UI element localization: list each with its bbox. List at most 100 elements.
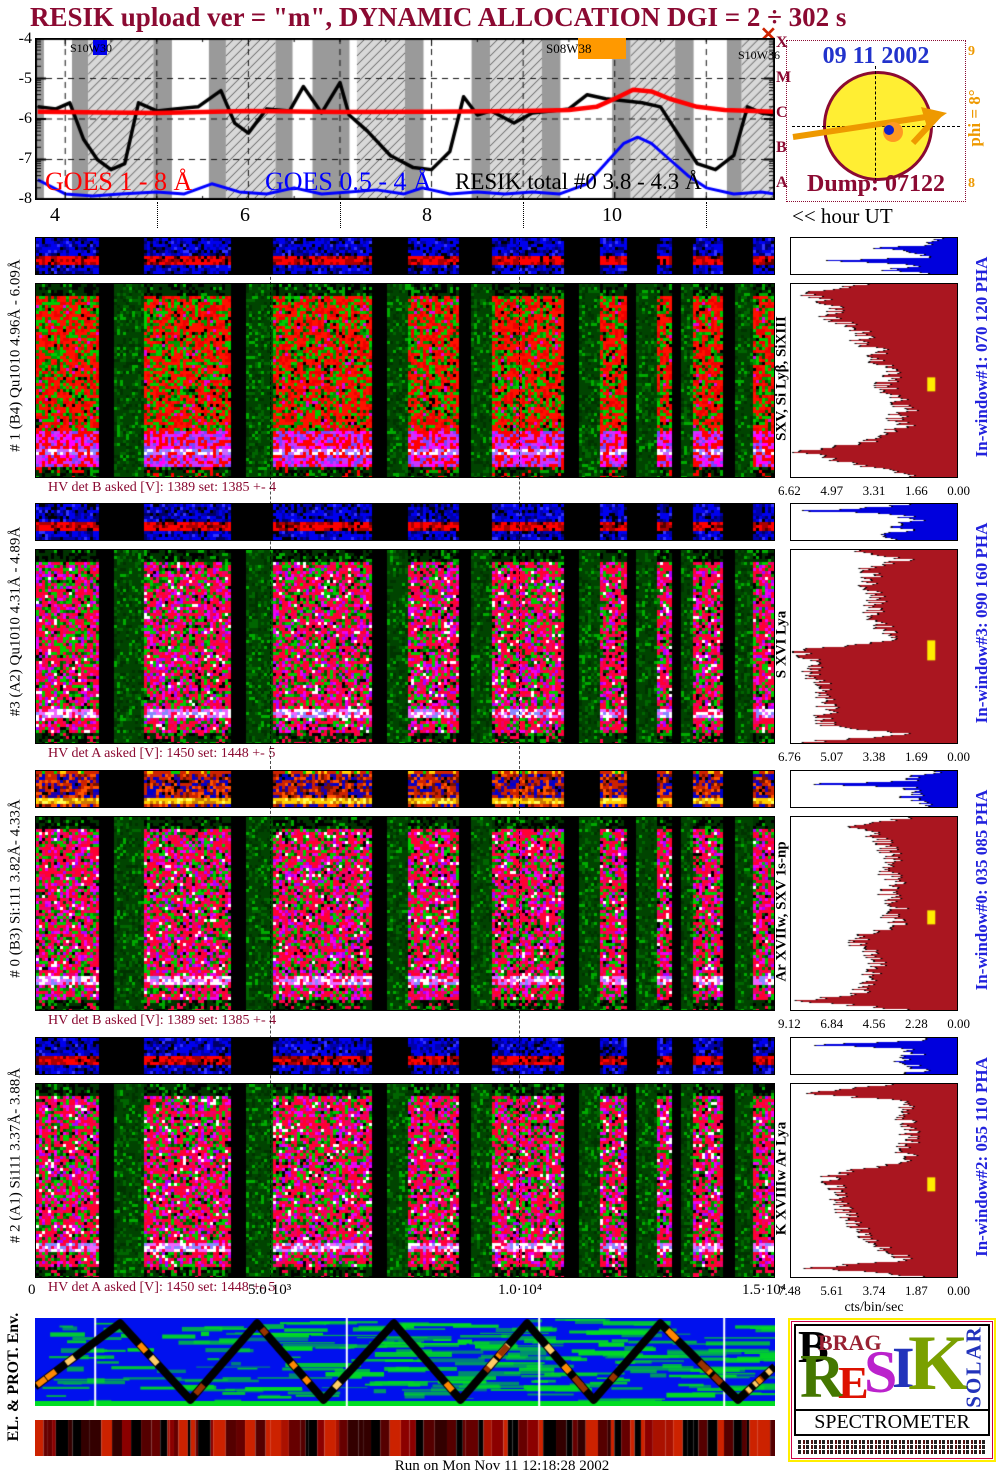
goes-class-m: M [776, 69, 792, 86]
cts-units-label: cts/bin/sec [844, 1300, 904, 1315]
flare-label-s10w30: S10W30 [70, 41, 112, 55]
bin-tick-15e4: 1.5·10⁴ [742, 1282, 786, 1298]
bin-tick-5e3: 5.0·10³ [248, 1282, 292, 1298]
panel4-hist-axis: 7.48 5.61 3.74 1.87 0.00 [778, 1283, 970, 1299]
panel4-pha-histogram [790, 1083, 958, 1278]
goes-class-x: X [776, 34, 788, 51]
environment-zigzag-plot [35, 1318, 775, 1406]
panel4-mini-histogram [790, 1037, 958, 1075]
panel2-left-label: #3 (A2) Qu1010 4.31Å - 4.89Å [7, 526, 24, 717]
panel2-pha-histogram [790, 549, 958, 744]
legend-resik-total: RESIK total #0 3.8 - 4.3 Å [455, 169, 702, 194]
date-label: 09 11 2002 [822, 43, 930, 69]
panel4-hv-label: HV det A asked [V]: 1450 set: 1448 +- 5 [48, 1280, 276, 1295]
flare-marker-blue [93, 40, 107, 55]
panel1-mini-histogram [790, 237, 958, 275]
page-title: RESIK upload ver = "m", DYNAMIC ALLOCATI… [30, 2, 847, 32]
logo-brag-text: BRAG [818, 1330, 882, 1355]
panel1-pha-histogram [790, 283, 958, 478]
hist-tick-label: 7.48 [778, 1283, 801, 1298]
hist-tick-label: 3.38 [862, 749, 886, 764]
hist-tick-label: 1.69 [904, 749, 928, 764]
hist-tick-label: 9.12 [778, 1016, 801, 1031]
panel4-main-spectrogram [35, 1083, 775, 1278]
sun-arrow-icon [792, 107, 947, 146]
panel3-line-label: Ar XVIIw, SXV 1s-np [773, 841, 790, 982]
panel2-strip-spectrogram [35, 503, 775, 541]
panel1-left-label: # 1 (B4) Qu1010 4.96Å - 6.09Å [7, 259, 24, 452]
resik-logo: B BRAG R E S I K SOLAR SPECTROMETER [788, 1318, 996, 1462]
y-tick-label: -4 [18, 30, 32, 47]
run-timestamp: Run on Mon Nov 11 12:18:28 2002 [394, 1458, 610, 1474]
legend-goes-05-4: GOES 0.5 - 4 Å [265, 167, 432, 196]
phi-bottom-tick: 8 [968, 176, 975, 191]
goes-class-c: C [776, 104, 788, 121]
logo-resik-r: R [800, 1343, 845, 1411]
logo-spectrometer-text: SPECTROMETER [796, 1409, 988, 1434]
panel3-hist-axis: 9.12 6.84 4.56 2.28 0.00 [778, 1016, 970, 1032]
logo-fine-print [794, 1439, 990, 1456]
panel2-mini-histogram [790, 503, 958, 541]
y-tick-label: -5 [18, 70, 32, 87]
hist-tick-label: 1.66 [904, 483, 928, 498]
panel4-strip-spectrogram [35, 1037, 775, 1075]
flare-label-s10w36: S10W36 [738, 48, 780, 62]
hist-tick-label: 6.84 [820, 1016, 844, 1031]
panel1-main-spectrogram [35, 283, 775, 478]
legend-goes-1-8: GOES 1 - 8 Å [45, 167, 193, 196]
flare-marker-orange [578, 38, 626, 59]
y-tick-label: -6 [18, 110, 32, 127]
bin-tick-1e4: 1.0·10⁴ [498, 1282, 542, 1298]
hist-tick-label: 5.07 [820, 749, 844, 764]
x-tick-8: 8 [422, 204, 432, 226]
hist-tick-label: 4.56 [862, 1016, 886, 1031]
panel2-window-label: In-window#3: 090 160 PHA [972, 522, 991, 724]
panel3-main-spectrogram [35, 816, 775, 1011]
phi-top-tick: 9 [968, 44, 975, 59]
hist-tick-label: 1.87 [904, 1283, 928, 1298]
panel1-window-label: In-window#1: 070 120 PHA [972, 256, 991, 458]
hist-tick-label: 5.61 [820, 1283, 844, 1298]
hist-tick-label: 0.00 [947, 1016, 970, 1031]
proton-strip [35, 1420, 775, 1456]
logo-resik-s: S [864, 1339, 898, 1405]
lightcurve-y-axis: -4 -5 -6 -7 -8 [2, 30, 32, 208]
panel2-line-label: S XVI Lya [773, 610, 790, 679]
logo-b-letter: B [798, 1324, 829, 1372]
panel1-strip-spectrogram [35, 237, 775, 275]
hist-tick-label: 6.76 [778, 749, 801, 764]
hist-tick-label: 4.97 [820, 483, 844, 498]
x-tick-4: 4 [50, 204, 60, 226]
dump-label: Dump: 07122 [806, 171, 945, 197]
x-tick-6: 6 [240, 204, 250, 226]
hist-tick-label: 3.31 [862, 483, 886, 498]
sun-panel: 09 11 2002 Dump: 07122 [786, 40, 966, 202]
goes-class-b: B [776, 139, 787, 156]
y-tick-label: -8 [18, 190, 32, 207]
goes-class-a: A [776, 174, 788, 191]
hist-tick-label: 0.00 [947, 1283, 970, 1298]
panel3-strip-spectrogram [35, 770, 775, 808]
hist-tick-label: 6.62 [778, 483, 801, 498]
hist-tick-label: 0.00 [947, 483, 970, 498]
panel3-pha-histogram [790, 816, 958, 1011]
flare-label-s08w38: S08W38 [546, 41, 592, 56]
hist-tick-label: 0.00 [947, 749, 970, 764]
panel2-main-spectrogram [35, 549, 775, 744]
panel3-mini-histogram [790, 770, 958, 808]
logo-resik-i: I [892, 1335, 915, 1400]
lightcurve-plot [35, 38, 775, 200]
panel3-window-label: In-window#0: 035 085 PHA [972, 789, 991, 991]
x-tick-10: 10 [602, 204, 622, 226]
hour-ut-label: << hour UT [792, 204, 893, 228]
logo-resik-e: E [838, 1357, 869, 1408]
panel2-hv-label: HV det A asked [V]: 1450 set: 1448 +- 5 [48, 746, 276, 761]
hist-tick-label: 3.74 [862, 1283, 886, 1298]
logo-resik-k: K [908, 1324, 969, 1406]
panel4-window-label: In-window#2: 055 110 PHA [972, 1057, 991, 1257]
bin-tick-0: 0 [28, 1282, 36, 1298]
y-tick-label: -7 [18, 150, 32, 167]
hist-tick-label: 2.28 [904, 1016, 928, 1031]
env-label: EL. & PROT. Env. [5, 1312, 22, 1442]
